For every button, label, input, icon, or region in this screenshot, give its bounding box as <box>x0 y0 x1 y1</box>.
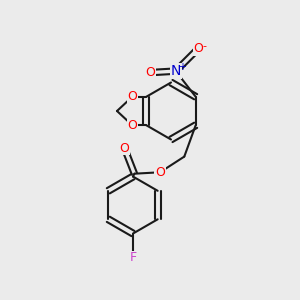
Text: -: - <box>203 41 207 51</box>
Text: O: O <box>128 119 137 132</box>
Text: O: O <box>193 42 203 55</box>
Text: O: O <box>155 166 165 179</box>
Text: F: F <box>129 251 137 264</box>
Text: O: O <box>145 66 155 79</box>
Text: N: N <box>170 64 181 78</box>
Text: O: O <box>128 90 137 103</box>
Text: O: O <box>119 142 129 154</box>
Text: +: + <box>178 62 186 73</box>
